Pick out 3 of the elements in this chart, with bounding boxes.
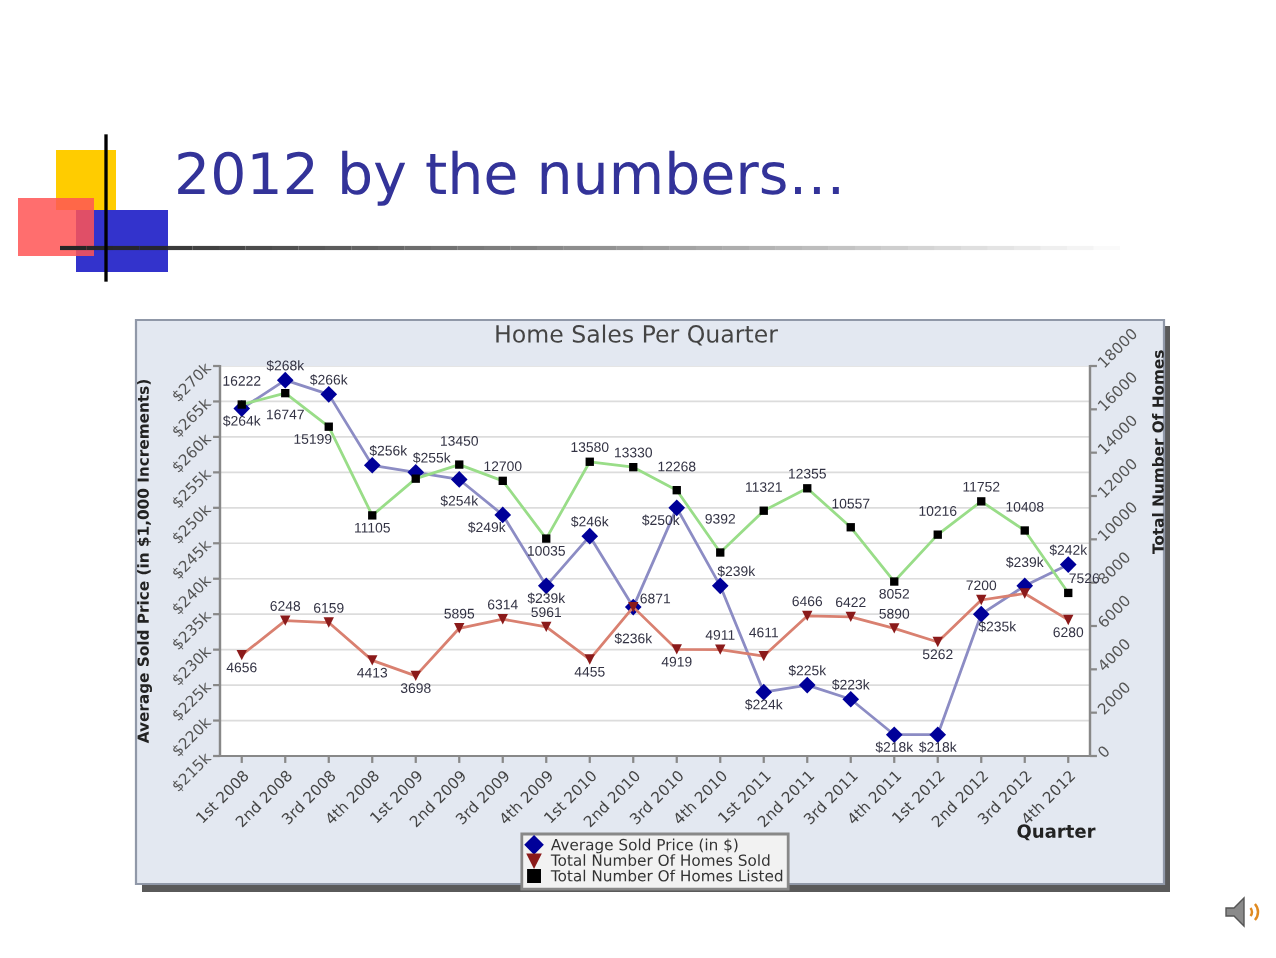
chart-subtitle: Home Sales Per Quarter [496,324,778,346]
x-axis-title: Quarter [1017,824,1096,841]
chart-title: 2012 by the numbers… [178,150,839,206]
